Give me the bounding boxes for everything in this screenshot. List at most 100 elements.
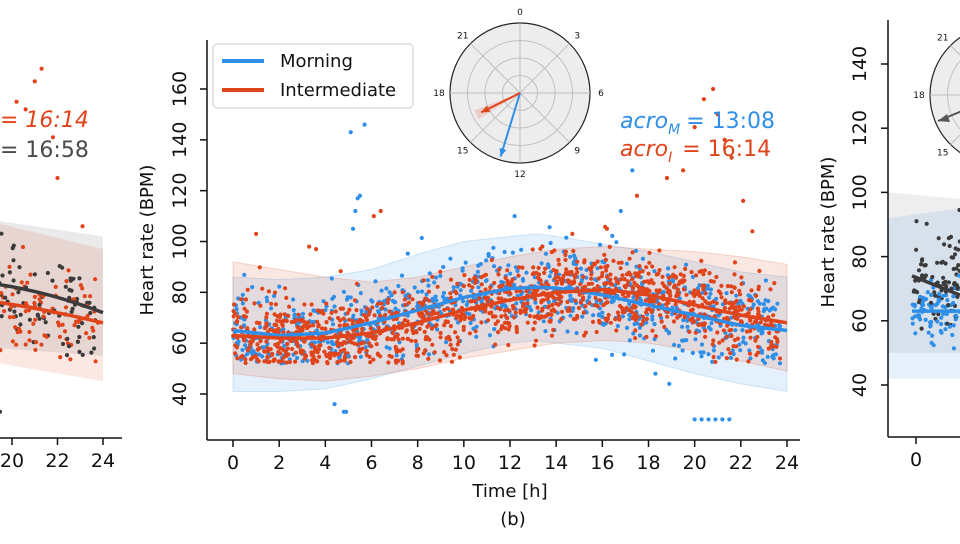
right-point-morning	[952, 323, 956, 327]
data-point-intermediate	[719, 284, 723, 288]
data-point-morning	[250, 285, 254, 289]
right-point-morning	[913, 314, 917, 318]
data-point-morning	[587, 295, 591, 299]
data-point-intermediate	[401, 290, 405, 294]
x-tick-label: 12	[498, 452, 522, 474]
data-point-intermediate	[595, 330, 599, 334]
data-point-intermediate	[274, 302, 278, 306]
left-point-late	[18, 322, 22, 326]
data-point-morning	[598, 243, 602, 247]
data-point-intermediate	[550, 334, 554, 338]
data-point-intermediate	[394, 347, 398, 351]
data-point-intermediate	[749, 288, 753, 292]
data-point-intermediate	[633, 305, 637, 309]
data-point-intermediate	[713, 360, 717, 364]
data-point-intermediate	[746, 359, 750, 363]
data-point-intermediate	[457, 339, 461, 343]
data-point-intermediate	[486, 318, 490, 322]
data-point-intermediate	[631, 250, 635, 254]
right-point-late	[924, 263, 928, 267]
left-point-late	[88, 311, 92, 315]
left-acrophase-intermediate: = 16:14	[0, 108, 89, 133]
y-axis-label: Heart rate (BPM)	[137, 165, 158, 316]
data-point-intermediate	[510, 277, 514, 281]
data-point-morning	[691, 351, 695, 355]
polar-label: 18	[433, 89, 445, 99]
data-point-morning	[237, 340, 241, 344]
left-point-intermediate	[55, 176, 59, 180]
left-point-late	[65, 353, 69, 357]
right-point-late	[946, 303, 950, 307]
left-point-intermediate	[14, 343, 18, 347]
data-point-intermediate	[548, 319, 552, 323]
data-point-intermediate	[647, 261, 651, 265]
data-point-intermediate	[273, 312, 277, 316]
data-point-morning	[709, 327, 713, 331]
data-point-morning	[706, 417, 710, 421]
data-point-intermediate	[662, 325, 666, 329]
data-point-intermediate	[673, 284, 677, 288]
data-point-intermediate	[401, 359, 405, 363]
data-point-intermediate	[581, 275, 585, 279]
data-point-intermediate	[390, 355, 394, 359]
left-point-late	[67, 344, 71, 348]
data-point-intermediate	[490, 258, 494, 262]
data-point-morning	[503, 250, 507, 254]
data-point-intermediate	[650, 264, 654, 268]
data-point-intermediate	[273, 328, 277, 332]
right-point-late	[933, 294, 937, 298]
data-point-intermediate	[633, 336, 637, 340]
data-point-intermediate	[294, 351, 298, 355]
left-point-late	[3, 296, 7, 300]
data-point-intermediate	[577, 306, 581, 310]
right-point-morning	[929, 293, 933, 297]
data-point-morning	[464, 261, 468, 265]
data-point-intermediate	[347, 318, 351, 322]
data-point-intermediate	[567, 306, 571, 310]
data-point-intermediate	[436, 285, 440, 289]
data-point-intermediate	[499, 327, 503, 331]
data-point-intermediate	[293, 320, 297, 324]
left-point-intermediate	[84, 331, 88, 335]
data-point-intermediate	[267, 289, 271, 293]
data-point-morning	[428, 271, 432, 275]
data-point-intermediate	[677, 282, 681, 286]
data-point-intermediate	[611, 259, 615, 263]
data-point-intermediate	[554, 282, 558, 286]
data-point-intermediate	[768, 287, 772, 291]
data-point-intermediate	[427, 290, 431, 294]
data-point-intermediate	[303, 357, 307, 361]
data-point-morning	[568, 294, 572, 298]
data-point-intermediate	[421, 300, 425, 304]
data-point-morning	[241, 301, 245, 305]
data-point-morning	[330, 297, 334, 301]
data-point-morning	[680, 325, 684, 329]
data-point-morning	[713, 417, 717, 421]
data-point-morning	[434, 275, 438, 279]
data-point-morning	[673, 356, 677, 360]
data-point-intermediate	[699, 259, 703, 263]
data-point-intermediate	[593, 296, 597, 300]
data-point-intermediate	[711, 87, 715, 91]
data-point-intermediate	[496, 272, 500, 276]
data-point-intermediate	[725, 356, 729, 360]
data-point-intermediate	[621, 309, 625, 313]
data-point-morning	[420, 236, 424, 240]
data-point-intermediate	[446, 307, 450, 311]
data-point-morning	[727, 417, 731, 421]
data-point-intermediate	[581, 295, 585, 299]
data-point-morning	[420, 289, 424, 293]
data-point-morning	[258, 325, 262, 329]
data-point-intermediate	[483, 287, 487, 291]
data-point-intermediate	[603, 265, 607, 269]
right-point-morning	[943, 327, 947, 331]
data-point-intermediate	[514, 311, 518, 315]
data-point-morning	[616, 324, 620, 328]
data-point-intermediate	[570, 232, 574, 236]
data-point-intermediate	[433, 350, 437, 354]
left-point-late	[77, 335, 81, 339]
data-point-intermediate	[488, 285, 492, 289]
data-point-morning	[653, 372, 657, 376]
